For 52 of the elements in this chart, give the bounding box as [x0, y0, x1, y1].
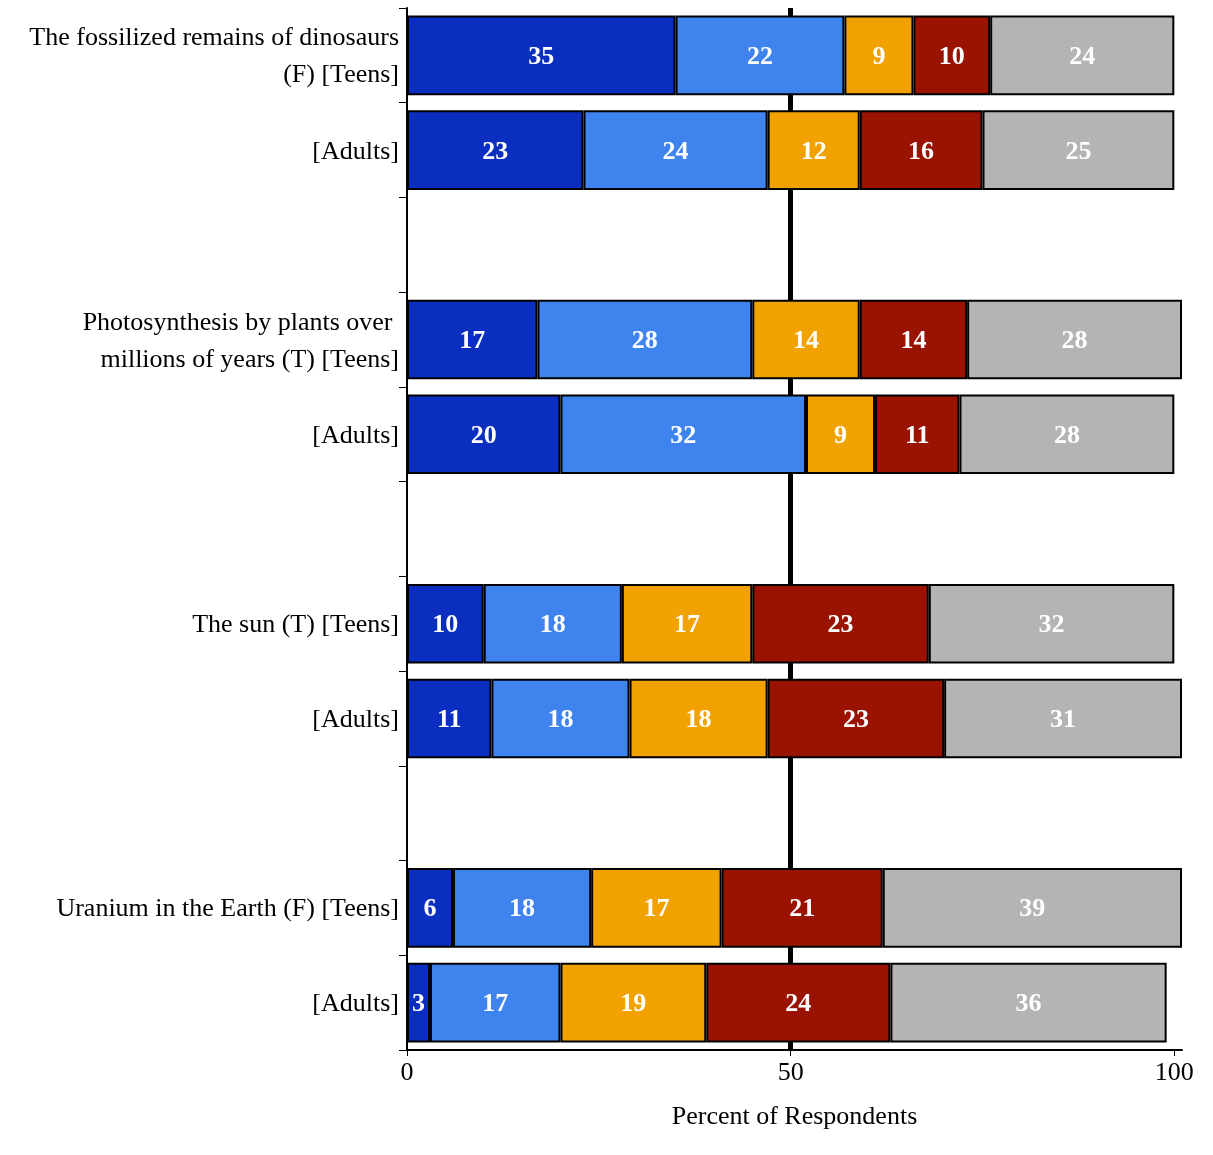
- data-label: 36: [1015, 988, 1042, 1018]
- data-label: 12: [800, 135, 827, 165]
- y-tick-label: [Adults]: [312, 703, 399, 733]
- data-label: 39: [1019, 893, 1046, 923]
- data-label: 9: [834, 419, 848, 449]
- y-tick-label: [Adults]: [312, 135, 399, 165]
- data-label: 21: [789, 893, 816, 923]
- data-label: 19: [620, 988, 647, 1018]
- data-label: 35: [528, 40, 555, 70]
- data-label: 11: [436, 703, 462, 733]
- data-label: 24: [1069, 40, 1096, 70]
- data-label: 14: [900, 325, 927, 355]
- data-label: 18: [539, 609, 566, 639]
- data-label: 32: [1038, 609, 1065, 639]
- y-tick-label: The fossilized remains of dinosaurs (F) [Teens]: [29, 22, 399, 89]
- data-label: 25: [1065, 135, 1092, 165]
- data-label: 20: [470, 419, 497, 449]
- data-label: 22: [746, 40, 773, 70]
- data-label: 18: [685, 703, 712, 733]
- data-label: 10: [432, 609, 459, 639]
- data-label: 11: [904, 419, 930, 449]
- y-tick-label: [Adults]: [312, 988, 399, 1018]
- y-tick-label: Uranium in the Earth (F) [Teens]: [56, 893, 399, 923]
- data-label: 17: [643, 893, 670, 923]
- data-label: 23: [482, 135, 509, 165]
- data-label: 18: [547, 703, 574, 733]
- x-axis-title: Percent of Respondents: [671, 1100, 918, 1130]
- data-label: 28: [631, 325, 658, 355]
- data-label: 24: [662, 135, 689, 165]
- data-label: 17: [674, 609, 701, 639]
- data-label: 17: [482, 988, 509, 1018]
- data-label: 17: [459, 325, 486, 355]
- data-label: 14: [793, 325, 820, 355]
- data-label: 3: [412, 988, 426, 1018]
- data-label: 6: [423, 893, 437, 923]
- x-tick-label: 50: [777, 1056, 804, 1086]
- data-label: 32: [670, 419, 697, 449]
- y-tick-label: The sun (T) [Teens]: [192, 609, 399, 639]
- x-tick-label: 100: [1154, 1056, 1194, 1086]
- data-label: 9: [872, 40, 886, 70]
- x-tick-label: 0: [400, 1056, 414, 1086]
- data-label: 28: [1053, 419, 1080, 449]
- data-label: 16: [908, 135, 935, 165]
- data-label: 23: [827, 609, 854, 639]
- data-label: 24: [785, 988, 812, 1018]
- y-tick-label: [Adults]: [312, 419, 399, 449]
- y-tick-label: Photosynthesis by plants over millions of years (T) [Teens]: [82, 306, 399, 373]
- data-label: 18: [509, 893, 536, 923]
- data-label: 28: [1061, 325, 1088, 355]
- data-label: 23: [842, 703, 869, 733]
- data-label: 31: [1050, 703, 1077, 733]
- data-label: 10: [938, 40, 965, 70]
